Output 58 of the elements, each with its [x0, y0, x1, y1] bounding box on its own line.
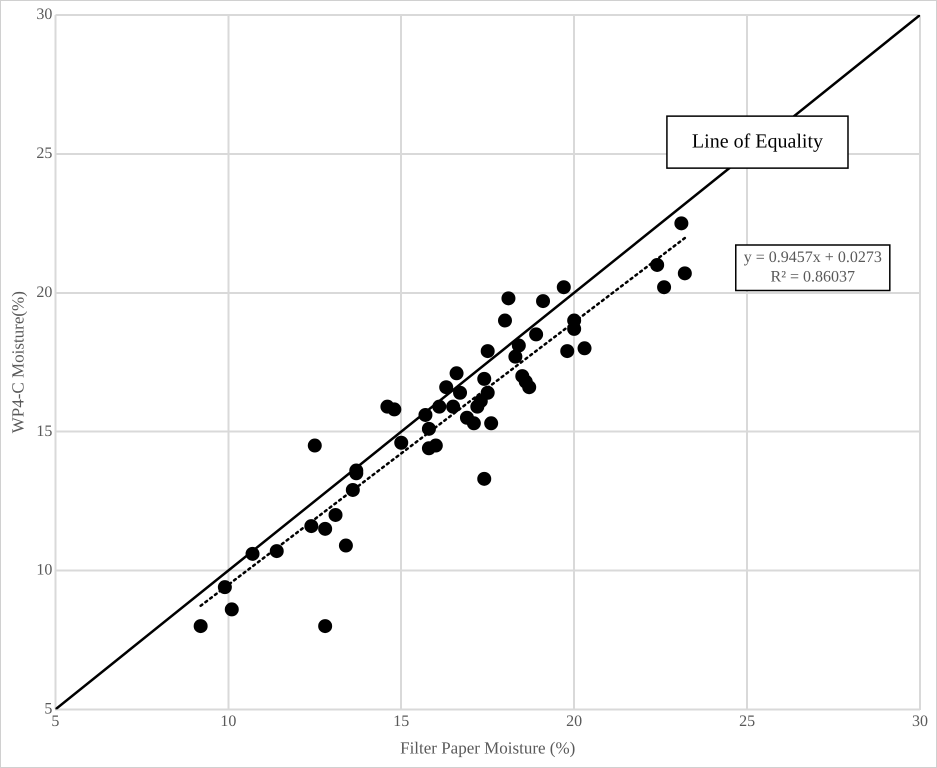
point [318, 522, 332, 536]
point [422, 422, 436, 436]
point [508, 350, 522, 364]
point [346, 482, 360, 497]
y-tick-label: 5 [44, 700, 52, 718]
point [477, 372, 492, 386]
point [318, 619, 332, 634]
point [450, 366, 464, 380]
point [428, 438, 443, 453]
x-tick-label: 30 [912, 713, 928, 730]
y-tick-label: 15 [36, 422, 52, 440]
x-tick-label: 15 [393, 713, 410, 730]
point [194, 619, 208, 634]
point [439, 380, 454, 394]
point [578, 341, 592, 356]
point [484, 416, 498, 430]
point [556, 280, 571, 294]
point [270, 544, 284, 558]
y-tick-label: 10 [36, 562, 52, 579]
y-tick-label: 20 [36, 284, 52, 301]
point [512, 338, 526, 353]
point [418, 408, 432, 422]
x-tick-label: 10 [220, 713, 236, 730]
point [477, 472, 492, 486]
annotation: y = 0.9457x + 0.0273 [744, 249, 882, 266]
point [308, 438, 322, 453]
x-tick-label: 25 [739, 713, 756, 730]
y-tick-label: 25 [36, 145, 52, 162]
point [394, 436, 408, 450]
y-axis-title: WP4-C Moisture(%) [8, 291, 28, 434]
point [338, 538, 353, 553]
point [453, 386, 468, 400]
annotation: R² = 0.86037 [770, 268, 856, 286]
point [674, 216, 688, 230]
x-tick-label: 20 [566, 713, 582, 730]
point [387, 402, 402, 416]
point [498, 314, 512, 328]
point [432, 400, 446, 414]
point [328, 508, 343, 522]
point [218, 580, 232, 594]
point [246, 546, 260, 561]
point [536, 294, 550, 308]
point [224, 602, 239, 616]
point [480, 386, 495, 400]
y-tick-label: 30 [36, 6, 52, 24]
point [657, 280, 672, 294]
point [480, 344, 495, 358]
point [529, 327, 544, 342]
point [304, 519, 318, 534]
point [560, 344, 574, 358]
point [650, 258, 664, 272]
point [466, 416, 481, 430]
point [501, 291, 516, 306]
annotation: Line of Equality [692, 130, 823, 152]
x-axis-title: Filter Paper Moisture (%) [400, 738, 576, 758]
point [522, 380, 536, 394]
point [678, 266, 692, 280]
point [446, 400, 460, 414]
